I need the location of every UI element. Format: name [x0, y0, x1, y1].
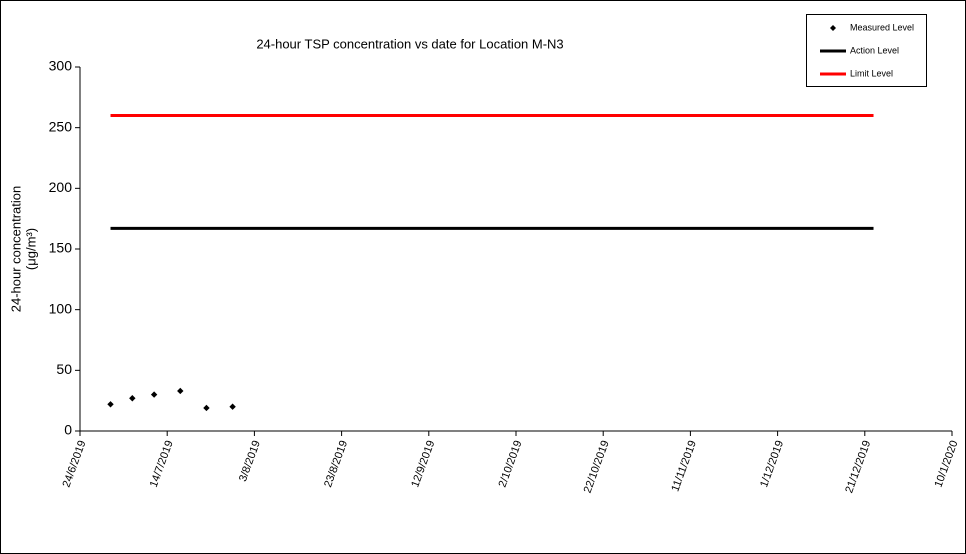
y-tick-label: 200	[49, 179, 73, 195]
chart-title: 24-hour TSP concentration vs date for Lo…	[256, 36, 563, 51]
y-tick-label: 250	[49, 118, 73, 134]
legend-label: Limit Level	[850, 68, 893, 78]
data-point	[229, 403, 236, 410]
y-tick-label: 50	[56, 361, 72, 377]
legend-label: Action Level	[850, 45, 899, 55]
data-point	[107, 401, 114, 408]
y-tick-label: 100	[49, 300, 73, 316]
legend-marker	[830, 25, 836, 31]
y-tick-label: 300	[49, 58, 73, 74]
y-tick-label: 0	[64, 422, 72, 438]
y-axis-label: 24-hour concentration (μg/m³)	[8, 186, 38, 312]
legend-label: Measured Level	[850, 22, 914, 32]
y-axis-label-line: (μg/m³)	[23, 228, 38, 270]
data-point	[150, 391, 158, 398]
data-point	[203, 404, 210, 412]
y-axis-label-line: 24-hour concentration	[8, 186, 23, 312]
y-tick-label: 150	[49, 240, 73, 256]
data-point	[129, 395, 136, 402]
data-point	[177, 387, 184, 395]
